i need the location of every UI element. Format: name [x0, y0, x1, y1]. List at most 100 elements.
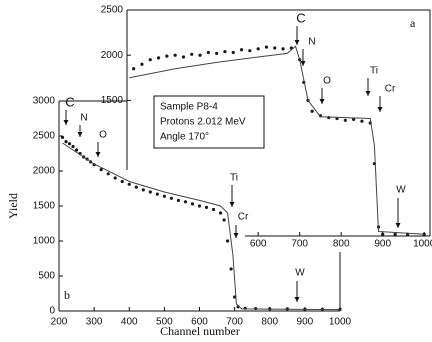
y-tick-label: 500 — [38, 271, 55, 282]
data-point — [141, 188, 145, 192]
data-point — [173, 53, 177, 57]
data-point — [360, 119, 364, 123]
data-point — [106, 172, 110, 176]
x-tick-label: 900 — [374, 239, 391, 250]
annotation: C — [296, 10, 305, 25]
data-point — [156, 56, 161, 60]
data-point — [67, 142, 72, 146]
annotation-arrowhead — [294, 297, 300, 302]
y-tick-label: 3000 — [33, 96, 56, 107]
data-point — [281, 47, 285, 51]
data-point — [113, 176, 117, 180]
text-box-line: Protons 2.012 MeV — [160, 117, 246, 128]
fit-line — [62, 142, 341, 311]
y-axis-label: Yield — [6, 193, 20, 219]
data-point — [190, 52, 194, 56]
data-point — [248, 49, 252, 53]
annotation: N — [80, 113, 87, 124]
data-point — [273, 46, 277, 50]
x-axis-label: Channel number — [160, 324, 240, 338]
data-point — [198, 53, 202, 57]
data-point — [222, 218, 226, 222]
y-tick-label: 2500 — [101, 5, 124, 16]
data-point — [215, 51, 219, 55]
data-point — [264, 45, 269, 49]
y-tick-label: 1000 — [33, 236, 56, 247]
annotation-arrowhead — [294, 40, 300, 45]
x-tick-label: 1000 — [413, 239, 432, 250]
data-point — [381, 232, 385, 236]
data-point — [165, 54, 169, 58]
data-point — [327, 115, 331, 120]
data-point — [218, 211, 223, 215]
data-point — [183, 200, 188, 204]
data-point — [169, 196, 173, 200]
data-point — [343, 118, 347, 122]
text-box — [153, 95, 265, 149]
data-point — [204, 205, 209, 209]
data-point — [127, 182, 131, 186]
data-point — [132, 67, 136, 71]
x-tick-label: 800 — [261, 317, 278, 328]
annotation-arrowhead — [377, 107, 383, 112]
y-tick-label: 0 — [49, 306, 55, 317]
data-point — [206, 50, 210, 55]
data-point — [74, 148, 79, 152]
x-tick-label: 1000 — [329, 317, 352, 328]
x-tick-label: 400 — [121, 317, 138, 328]
data-point — [155, 192, 159, 196]
data-point — [134, 185, 138, 189]
data-point — [211, 207, 216, 212]
data-point — [197, 204, 202, 208]
x-tick-label: 500 — [156, 317, 173, 328]
text-box-line: Angle 170° — [160, 132, 209, 143]
data-point — [176, 198, 181, 202]
y-tick-label: 2000 — [101, 50, 124, 61]
annotation: W — [396, 185, 406, 196]
annotation-arrowhead — [229, 202, 235, 207]
data-point — [352, 117, 356, 121]
y-tick-label: 1500 — [33, 201, 56, 212]
data-point — [310, 109, 314, 113]
data-point — [99, 168, 103, 172]
annotation: Cr — [238, 212, 249, 223]
data-point — [120, 179, 124, 184]
data-point — [190, 202, 195, 206]
panel-label: b — [64, 288, 70, 302]
annotation-arrowhead — [319, 99, 325, 104]
annotation: C — [65, 94, 74, 109]
x-tick-label: 700 — [291, 239, 308, 250]
data-point — [140, 62, 144, 66]
data-point — [60, 135, 65, 139]
data-point — [71, 144, 75, 149]
data-point — [64, 140, 68, 144]
annotation-arrowhead — [77, 132, 83, 137]
annotation-arrowhead — [233, 233, 239, 238]
x-tick-label: 600 — [191, 317, 208, 328]
annotation-arrowhead — [395, 223, 401, 228]
annotation-arrowhead — [95, 152, 101, 157]
data-point — [223, 49, 227, 54]
data-point — [226, 239, 230, 243]
y-tick-label: 2500 — [33, 131, 56, 142]
annotation: W — [295, 268, 305, 279]
y-tick-label: 2000 — [33, 166, 56, 177]
annotation-arrowhead — [365, 91, 371, 96]
y-tick-label: 1500 — [101, 95, 124, 106]
fit-line — [129, 45, 425, 235]
annotation: O — [99, 130, 107, 141]
x-tick-label: 900 — [297, 317, 314, 328]
data-point — [181, 55, 186, 59]
data-point — [231, 50, 235, 55]
x-tick-label: 300 — [86, 317, 103, 328]
annotation: N — [308, 37, 315, 48]
annotation: Ti — [230, 173, 238, 184]
annotation-arrowhead — [300, 61, 306, 66]
annotation: Ti — [370, 66, 378, 77]
data-point — [148, 58, 152, 62]
x-tick-label: 700 — [226, 317, 243, 328]
data-point — [162, 194, 166, 198]
